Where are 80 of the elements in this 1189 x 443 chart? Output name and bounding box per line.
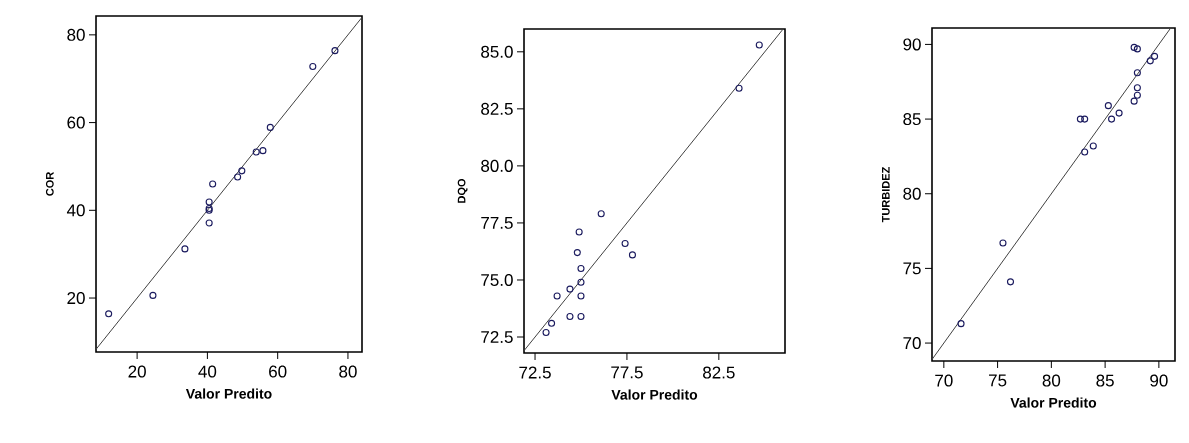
point xyxy=(266,123,274,131)
point xyxy=(1133,91,1141,99)
point xyxy=(621,239,629,248)
point xyxy=(1146,57,1154,65)
point xyxy=(548,319,556,327)
point xyxy=(573,249,581,257)
x-tick-label: 80 xyxy=(339,365,357,378)
point xyxy=(577,312,585,321)
y-tick-label: 70 xyxy=(903,337,921,350)
point xyxy=(575,228,583,236)
point xyxy=(252,148,260,156)
y-tick-label: 72.5 xyxy=(481,330,513,344)
point xyxy=(577,292,585,300)
y-tick-label: 80 xyxy=(67,28,85,41)
point xyxy=(1115,109,1123,117)
point xyxy=(205,198,213,206)
x-axis-title: Valor Predito xyxy=(611,389,698,400)
point xyxy=(209,180,217,188)
point xyxy=(577,278,585,286)
point xyxy=(1151,52,1159,60)
point xyxy=(238,167,246,175)
x-tick-label: 20 xyxy=(128,365,146,378)
y-tick-label: 77.5 xyxy=(481,217,513,229)
y-tick-label: 75 xyxy=(903,262,921,275)
point xyxy=(1081,148,1089,156)
y-tick-label: 20 xyxy=(67,292,85,305)
point xyxy=(1130,43,1138,51)
x-axis-title: Valor Predito xyxy=(185,388,272,399)
point xyxy=(755,41,763,49)
x-axis-title: Valor Predito xyxy=(1010,397,1097,408)
point xyxy=(259,147,267,155)
x-tick-label: 75 xyxy=(989,374,1007,387)
point xyxy=(105,310,113,318)
point xyxy=(957,320,965,328)
y-tick-label: 40 xyxy=(66,204,85,217)
point xyxy=(553,292,561,300)
point xyxy=(1104,102,1112,110)
point xyxy=(1133,45,1141,53)
point xyxy=(1130,97,1138,105)
point xyxy=(309,62,317,70)
x-tick-label: 85 xyxy=(1096,374,1114,387)
point xyxy=(205,219,213,227)
point xyxy=(1006,278,1015,286)
point xyxy=(1081,115,1089,123)
y-tick-label: 80 xyxy=(903,187,921,200)
point xyxy=(566,312,574,321)
point xyxy=(999,239,1007,247)
point xyxy=(1089,142,1097,150)
y-tick-label: 80.0 xyxy=(481,159,513,172)
y-tick-label: 60 xyxy=(67,116,85,129)
x-tick-label: 72.5 xyxy=(519,366,551,379)
x-tick-label: 70 xyxy=(935,374,953,387)
point xyxy=(1108,115,1116,123)
y-tick-label: 90 xyxy=(903,38,921,51)
point xyxy=(1133,69,1141,77)
point xyxy=(597,210,605,218)
point xyxy=(1133,84,1141,92)
point xyxy=(331,47,339,55)
x-tick-label: 90 xyxy=(1150,374,1168,387)
point xyxy=(149,291,157,299)
point xyxy=(234,173,242,181)
y-tick-label: 85 xyxy=(903,113,921,126)
x-tick-label: 80 xyxy=(1042,374,1061,387)
y-axis-title: COR xyxy=(45,171,54,196)
point xyxy=(566,285,574,293)
x-tick-label: 40 xyxy=(198,365,217,378)
x-tick-label: 60 xyxy=(269,365,287,378)
y-axis-title: DQO xyxy=(457,178,468,203)
point xyxy=(181,245,189,253)
point xyxy=(577,265,585,273)
point xyxy=(542,328,550,336)
point xyxy=(735,84,743,92)
y-tick-label: 85.0 xyxy=(481,45,513,58)
x-tick-label: 82.5 xyxy=(703,366,735,379)
point xyxy=(628,251,636,259)
y-tick-label: 82.5 xyxy=(481,102,513,115)
y-tick-label: 75.0 xyxy=(481,273,513,286)
x-tick-label: 77.5 xyxy=(611,366,643,379)
y-axis-title: TURBIDEZ xyxy=(882,167,890,223)
point xyxy=(1076,115,1084,123)
